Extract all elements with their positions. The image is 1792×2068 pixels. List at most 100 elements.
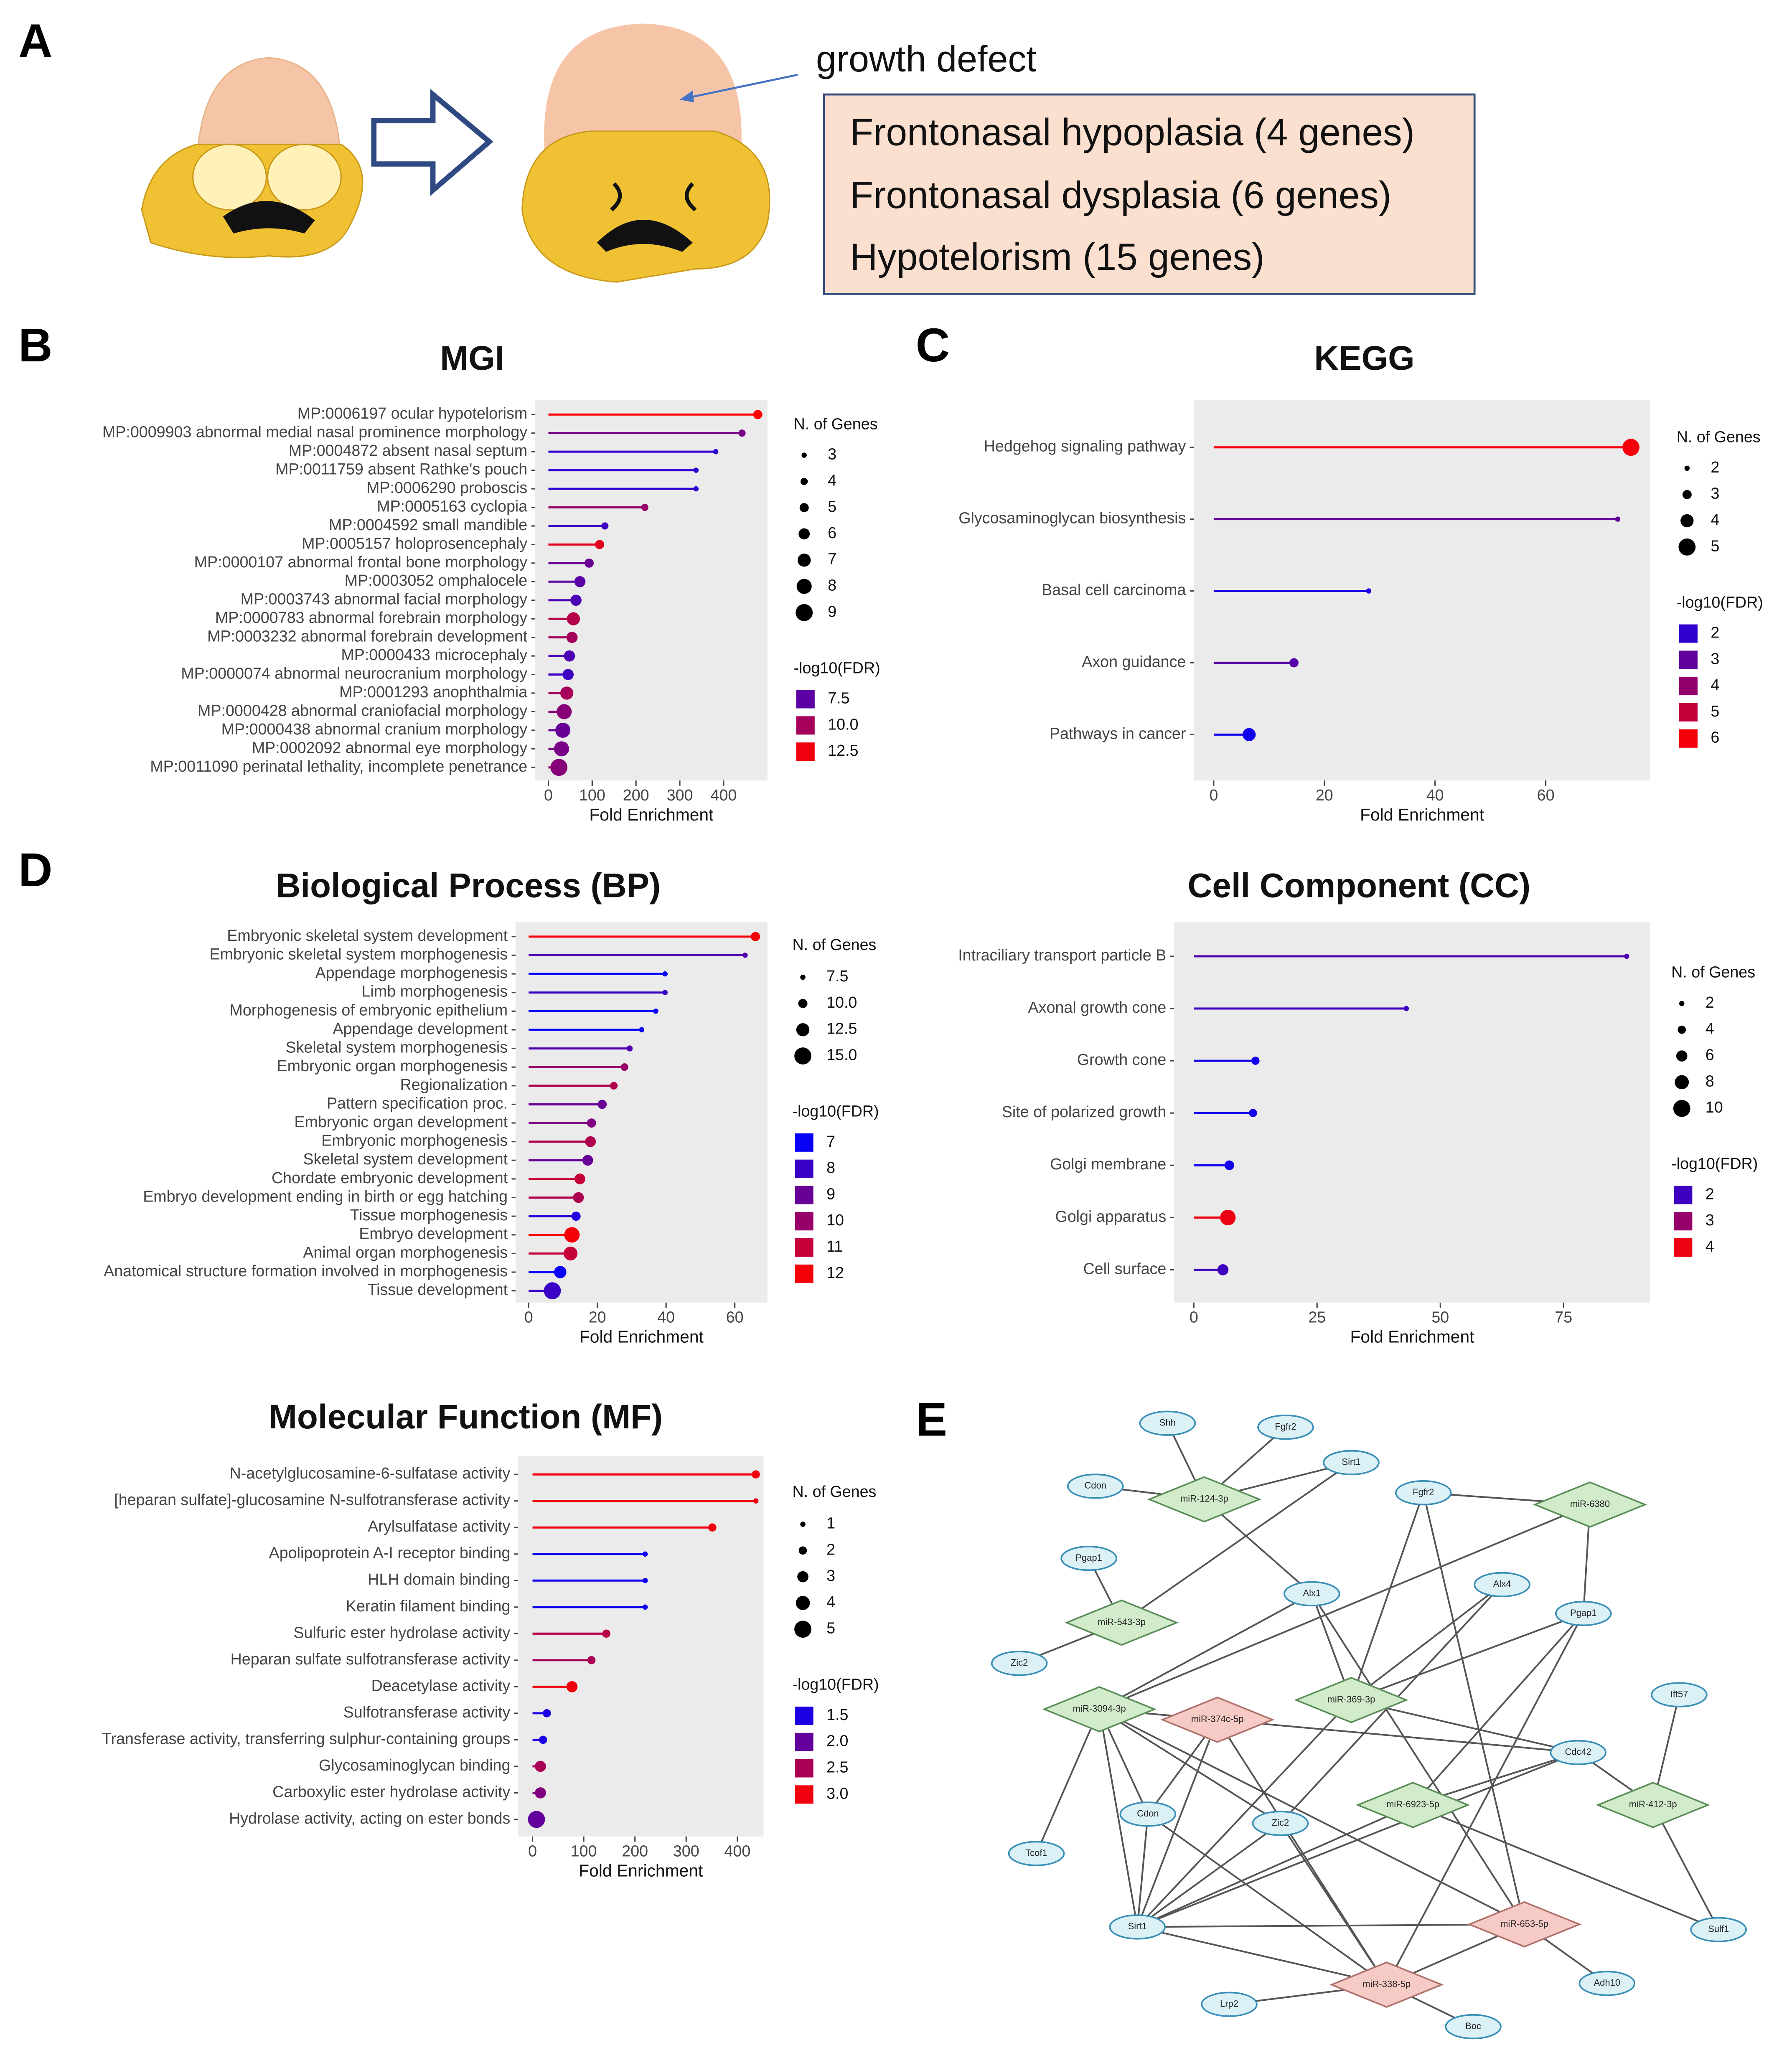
- gene-node: [1550, 1740, 1607, 1765]
- color-legend-key: [795, 1264, 813, 1283]
- node-label: Sulf1: [1708, 1924, 1729, 1934]
- category-label: Site of polarized growth: [1002, 1103, 1167, 1120]
- size-legend-key: [798, 1546, 807, 1555]
- size-legend-label: 7: [828, 550, 836, 568]
- node-label: Cdon: [1084, 1480, 1106, 1491]
- size-legend-key: [796, 604, 813, 621]
- x-axis-label: Fold Enrichment: [1360, 805, 1484, 824]
- category-label: MP:0000107 abnormal frontal bone morphol…: [194, 553, 528, 571]
- lollipop-dot: [610, 1082, 618, 1090]
- node-label: Pgap1: [1075, 1552, 1102, 1563]
- head-dome: [544, 23, 742, 151]
- color-legend-key: [1679, 650, 1698, 669]
- size-legend-label: 5: [1711, 537, 1719, 554]
- lollipop-dot: [1403, 1006, 1409, 1011]
- size-legend-label: 10: [1706, 1098, 1723, 1116]
- mirna-node: [1294, 1677, 1408, 1723]
- x-tick-label: 0: [544, 786, 553, 804]
- network-edge: [1136, 1699, 1352, 1928]
- size-legend-label: 5: [828, 498, 836, 515]
- size-legend-key: [794, 1621, 811, 1638]
- network-edge: [1099, 1708, 1525, 1925]
- node-label: Fgfr2: [1413, 1487, 1434, 1497]
- gene-node: [1651, 1682, 1708, 1707]
- lollipop-dot: [535, 1787, 546, 1799]
- lollipop-dot: [585, 1136, 596, 1147]
- category-label: Embryonic organ morphogenesis: [277, 1057, 508, 1075]
- category-label: MP:0002092 abnormal eye morphology: [252, 739, 528, 756]
- size-legend-label: 5: [826, 1619, 835, 1637]
- eye: [192, 143, 267, 211]
- size-legend-key: [1684, 465, 1690, 471]
- plot-background: [535, 400, 768, 781]
- category-label: Keratin filament binding: [346, 1597, 511, 1615]
- big-arrow: [371, 89, 493, 196]
- category-label: Regionalization: [400, 1076, 508, 1093]
- category-label: Embryonic organ development: [294, 1113, 508, 1131]
- lollipop-dot: [1242, 728, 1256, 742]
- panel-label: E: [916, 1393, 947, 1446]
- lollipop-dot: [653, 1009, 658, 1014]
- size-legend-label: 4: [828, 471, 836, 489]
- gene-node: [1284, 1581, 1340, 1607]
- x-tick-label: 60: [726, 1308, 744, 1326]
- size-legend-label: 9: [828, 602, 836, 620]
- panel-label: B: [18, 319, 53, 371]
- category-label: Embryonic skeletal system development: [227, 927, 508, 944]
- lollipop-dot: [1289, 658, 1299, 668]
- x-axis-label: Fold Enrichment: [579, 1861, 703, 1880]
- node-label: Zic2: [1011, 1657, 1028, 1668]
- category-label: Chordate embryonic development: [272, 1169, 508, 1186]
- network-edge: [1217, 1719, 1578, 1753]
- category-label: Transferase activity, transferring sulph…: [102, 1730, 510, 1747]
- network-edge: [1035, 1709, 1101, 1854]
- category-label: MP:0004872 absent nasal septum: [289, 442, 528, 459]
- size-legend-title: N. of Genes: [794, 415, 878, 432]
- category-label: Hedgehog signaling pathway: [984, 437, 1186, 455]
- plot-background: [518, 1456, 764, 1837]
- category-label: Pattern specification proc.: [327, 1094, 508, 1112]
- node-label: miR-338-5p: [1362, 1979, 1411, 1989]
- x-axis-label: Fold Enrichment: [1350, 1327, 1474, 1346]
- color-legend-label: 12: [826, 1264, 844, 1281]
- mouth: [597, 219, 693, 252]
- category-label: Limb morphogenesis: [362, 983, 508, 1000]
- x-tick-label: 75: [1555, 1308, 1572, 1326]
- lollipop-dot: [554, 1266, 567, 1278]
- category-label: Basal cell carcinoma: [1042, 581, 1186, 598]
- x-tick-label: 200: [623, 786, 649, 804]
- color-legend-label: 4: [1706, 1237, 1714, 1255]
- gene-node: [1474, 1572, 1530, 1598]
- panel-a-art: [141, 23, 1476, 295]
- chart-title: MGI: [440, 339, 504, 377]
- lollipop-dot: [1249, 1109, 1257, 1117]
- lollipop-dot: [564, 1227, 580, 1243]
- color-legend-label: 10: [826, 1211, 844, 1229]
- lollipop-dot: [585, 558, 594, 568]
- gene-node: [1578, 1971, 1636, 1996]
- color-legend-label: 11: [826, 1237, 843, 1255]
- pointer: [684, 74, 798, 99]
- color-legend-label: 7.5: [828, 689, 849, 707]
- lollipop-dot: [1366, 588, 1372, 594]
- size-legend-label: 2: [826, 1540, 835, 1558]
- size-legend-label: 6: [1706, 1046, 1714, 1064]
- size-legend-key: [1673, 1100, 1690, 1117]
- node-label: miR-369-3p: [1327, 1694, 1375, 1705]
- size-legend-key: [797, 1571, 808, 1583]
- network-edge: [1136, 1814, 1149, 1927]
- lollipop-dot: [642, 1604, 648, 1610]
- lollipop-dot: [1217, 1264, 1229, 1275]
- node-label: Alx4: [1493, 1579, 1511, 1589]
- lollipop-dot: [574, 576, 586, 587]
- box-line: Frontonasal hypoplasia (4 genes): [850, 111, 1415, 153]
- category-label: Embryo development: [359, 1225, 508, 1242]
- category-label: Morphogenesis of embryonic epithelium: [230, 1001, 508, 1019]
- size-legend-label: 2: [1711, 458, 1719, 476]
- network-edge: [1137, 1751, 1578, 1928]
- size-legend-label: 12.5: [826, 1020, 857, 1037]
- size-legend-key: [796, 1596, 810, 1610]
- panel-label: D: [18, 843, 53, 896]
- node-label: Cdc42: [1565, 1747, 1591, 1757]
- network-edge: [1652, 1804, 1719, 1930]
